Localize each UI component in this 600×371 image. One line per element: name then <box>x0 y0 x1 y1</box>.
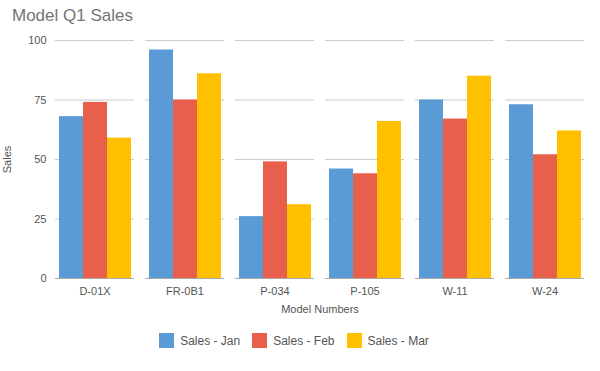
svg-text:W-11: W-11 <box>442 285 467 297</box>
svg-text:D-01X: D-01X <box>79 285 111 297</box>
svg-text:FR-0B1: FR-0B1 <box>166 285 204 297</box>
html-text:Model Q1 Sales: Model Q1 Sales <box>12 6 133 25</box>
svg-text:Model Numbers: Model Numbers <box>281 303 359 315</box>
svg-text:25: 25 <box>34 213 46 225</box>
svg-text:100: 100 <box>28 34 46 46</box>
svg-text:50: 50 <box>34 153 46 165</box>
html-text:Sales - Mar: Sales - Mar <box>367 333 429 348</box>
svg-text:0: 0 <box>40 272 46 284</box>
svg-text:Sales: Sales <box>1 145 13 173</box>
svg-text:75: 75 <box>34 94 46 106</box>
html-text:Sales - Jan: Sales - Jan <box>180 333 241 348</box>
html-text:Sales - Feb: Sales - Feb <box>273 333 335 348</box>
svg-text:P-034: P-034 <box>260 285 289 297</box>
svg-text:P-105: P-105 <box>350 285 379 297</box>
svg-text:W-24: W-24 <box>532 285 558 297</box>
